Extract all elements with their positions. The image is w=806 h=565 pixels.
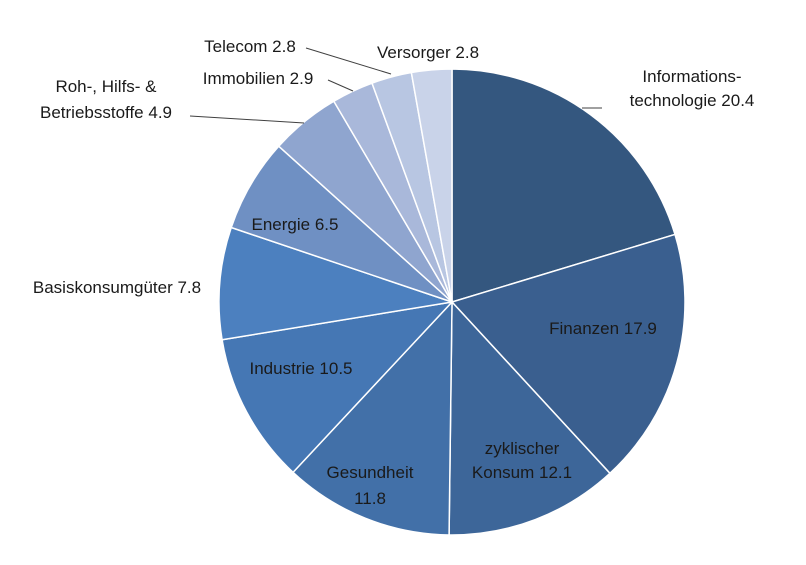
slice-label: Finanzen 17.9 <box>549 319 657 338</box>
slice-label: Energie 6.5 <box>252 215 339 234</box>
slice-label: Roh-, Hilfs- & Betriebsstoffe 4.9 <box>40 77 172 122</box>
leader-lines <box>189 47 602 124</box>
slice-label: Informations-technologie 20.4 <box>630 67 755 110</box>
pie-slice <box>291 300 453 536</box>
leader-line <box>327 79 354 92</box>
leader-line <box>305 47 392 75</box>
slice-label: zyklischer Konsum 12.1 <box>472 439 572 482</box>
slice-label: Immobilien 2.9 <box>203 69 314 88</box>
pie-slice <box>218 226 453 341</box>
pie-slice <box>451 68 676 304</box>
slice-label: Gesundheit 11.8 <box>327 463 414 508</box>
pie-slice <box>450 233 686 475</box>
slice-label: Telecom 2.8 <box>204 37 296 56</box>
slice-label: Versorger 2.8 <box>377 43 479 62</box>
slice-label: Industrie 10.5 <box>249 359 352 378</box>
slice-label: Basiskonsumgüter 7.8 <box>33 278 201 297</box>
leader-line <box>189 115 305 124</box>
slice-labels: Informations-technologie 20.4 Finanzen 17… <box>33 37 754 508</box>
pie-slice <box>221 300 455 474</box>
pie-slice <box>410 68 453 303</box>
pie-slices <box>218 68 686 536</box>
pie-slice <box>448 300 611 536</box>
